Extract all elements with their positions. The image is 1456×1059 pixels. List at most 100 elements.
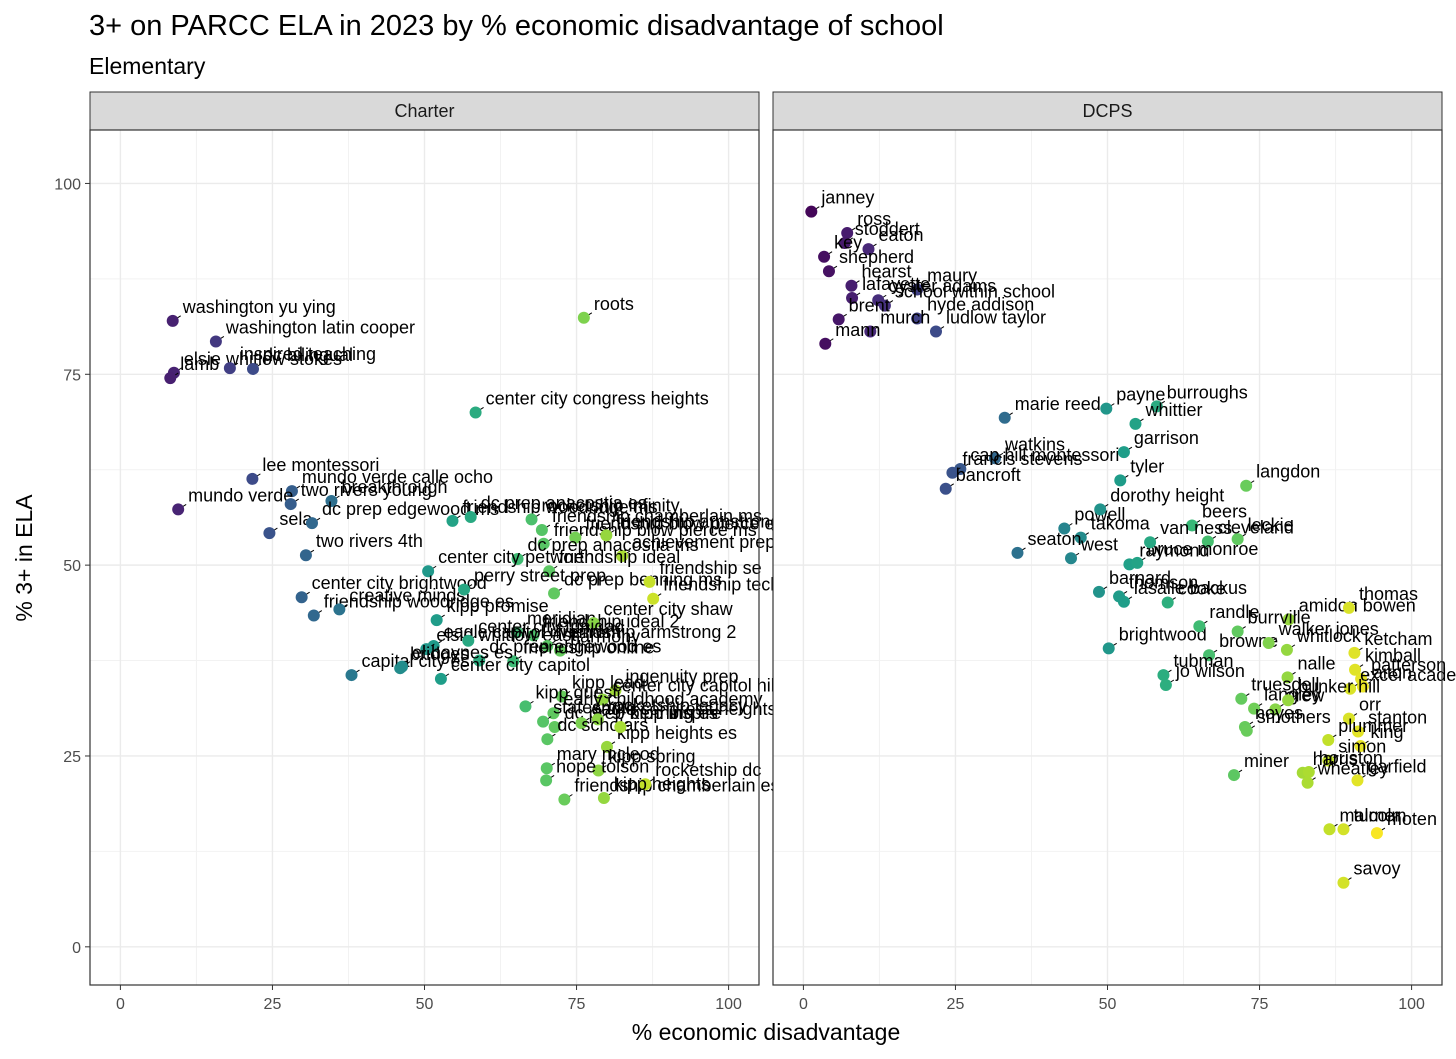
data-point [510,626,523,639]
x-tick-label: 50 [1099,996,1117,1013]
y-tick-label: 100 [54,176,81,193]
data-point [548,720,561,733]
data-point [1322,733,1335,746]
data-point [1322,754,1335,767]
point-label: lamb [180,354,219,374]
x-tick-label: 75 [1251,996,1269,1013]
point-label: el haynes es [412,643,513,663]
data-point [1011,546,1024,559]
point-label: ross [857,209,891,229]
point-label: dorothy height [1110,485,1224,505]
data-point [939,482,952,495]
x-tick-label: 25 [264,996,282,1013]
point-label: watkins [1004,434,1065,454]
data-point [1231,533,1244,546]
point-label: marie reed [1015,394,1101,414]
data-point [639,778,652,791]
data-point [1157,669,1170,682]
point-label: early childhood academy [563,689,762,709]
point-label: brent [849,295,890,315]
data-point [541,733,554,746]
point-label: seaton [1027,529,1081,549]
point-label: lasalle backus [1134,578,1247,598]
y-tick-label: 50 [63,558,81,575]
point-label: drew [1285,685,1325,705]
data-point [464,511,477,524]
point-label: langley [1264,685,1321,705]
point-label: cooke [1178,579,1226,599]
point-label: friendship chamberlain ms [552,506,762,526]
point-label: smothers [1257,707,1331,727]
data-point [592,764,605,777]
data-point [819,337,832,350]
point-label: friendship se [660,558,762,578]
data-point [1058,522,1071,535]
data-point [1344,682,1357,695]
data-point [1203,649,1216,662]
data-point [223,362,236,375]
point-label: hearst [861,262,911,282]
data-point [246,472,259,485]
point-label: friendship chamberlain es [574,775,779,795]
point-label: tyler [1130,456,1164,476]
x-axis-title: % economic disadvantage [632,1019,901,1045]
point-label: roots [594,294,634,314]
point-label: lee montessori [262,455,379,475]
data-point [929,325,942,338]
data-point [1113,590,1126,603]
data-point [554,644,567,657]
data-point [1102,642,1115,655]
data-point [422,565,435,578]
point-label: van ness [1160,518,1232,538]
data-point [946,466,959,479]
data-point [1352,725,1365,738]
data-point [647,592,660,605]
point-label: bridges [410,644,469,664]
data-point [1161,596,1174,609]
point-label: bunker hill [1298,676,1380,696]
point-label: two rivers 4th [316,531,423,551]
data-point [577,311,590,324]
point-label: miner [1244,751,1289,771]
data-point [1117,446,1130,459]
point-label: dc scholars [557,715,648,735]
point-label: randle [1209,602,1259,622]
point-label: simon [1338,737,1386,757]
data-point [246,362,259,375]
data-point [911,312,924,325]
y-axis-title: % 3+ in ELA [11,494,37,622]
data-point [537,715,550,728]
point-label: west [1080,534,1118,554]
data-point [1100,402,1113,415]
point-label: sela [279,509,313,529]
data-point [841,227,854,240]
data-point [1150,400,1163,413]
data-point [333,603,346,616]
x-tick-label: 25 [947,996,965,1013]
point-label: eagle capitol riverfront [444,622,621,642]
point-label: center city brightwood [312,573,487,593]
point-label: burroughs [1167,382,1248,402]
point-label: leckie [1248,515,1294,535]
point-label: orr [1359,695,1381,715]
point-label: friendship armstrong 2 [557,622,736,642]
point-label: maury [927,266,977,286]
point-label: harmony [570,627,640,647]
point-label: garfield [1367,756,1426,776]
point-label: friendship ideal [559,547,680,567]
point-label: center city trinidad [478,617,624,637]
data-point [299,549,312,562]
point-label: whittier [1144,400,1202,420]
data-point [434,672,447,685]
data-point [911,283,924,296]
point-label: excel academy [1360,665,1456,685]
data-point [1337,876,1350,889]
point-label: mundo verde calle ocho [302,467,493,487]
facet-strip [89,91,760,131]
point-label: browne [1219,631,1278,651]
data-point [469,406,482,419]
facet-strip-label: DCPS [1082,101,1132,121]
point-label: malcolm [1339,805,1406,825]
point-label: center city shaw [604,599,734,619]
y-tick-label: 75 [63,367,81,384]
